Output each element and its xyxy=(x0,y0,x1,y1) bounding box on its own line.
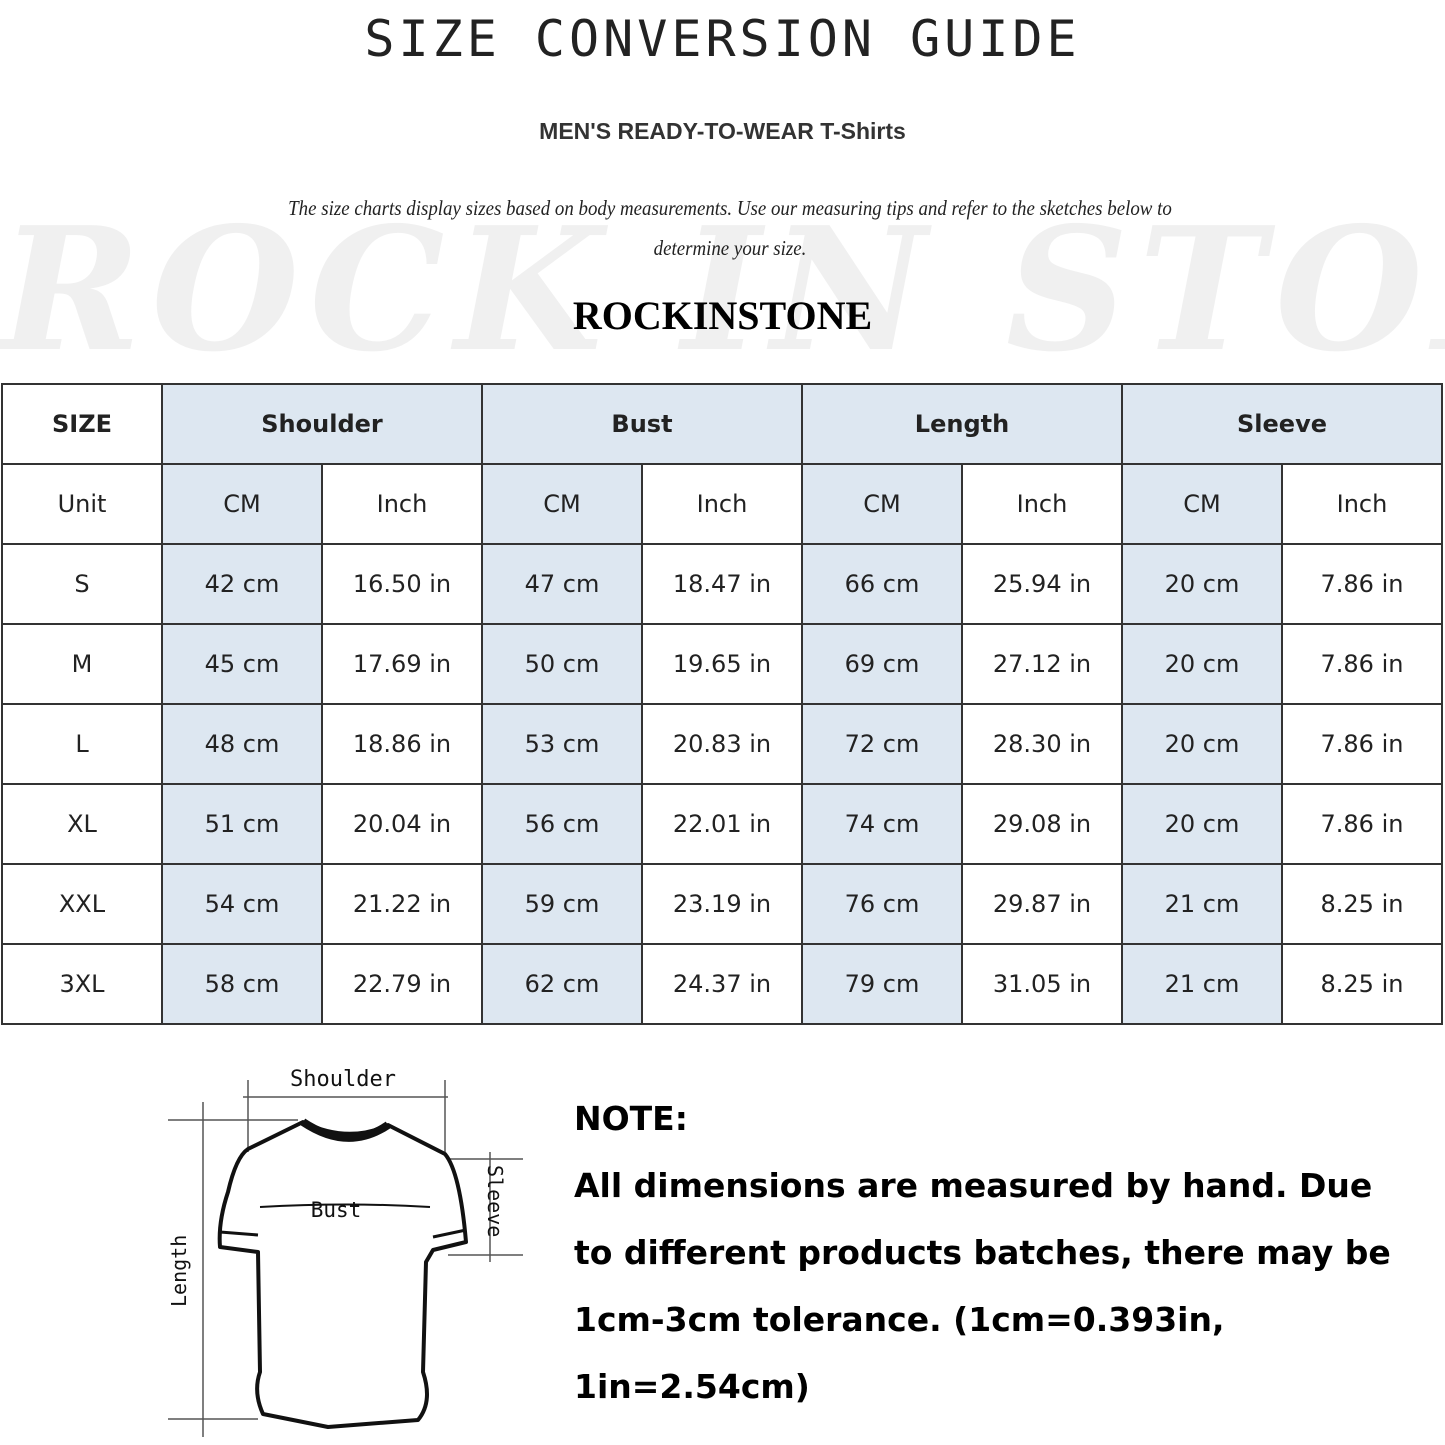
measurement-cell: 42 cm xyxy=(161,543,323,625)
measurement-cell: 25.94 in xyxy=(961,543,1123,625)
unit-cell: Inch xyxy=(321,463,483,545)
table-row: S 42 cm 16.50 in 47 cm 18.47 in 66 cm 25.94 in… xyxy=(1,543,1443,625)
tshirt-outline xyxy=(217,1118,468,1429)
measurement-cell: 47 cm xyxy=(481,543,643,625)
sketch-label-length: Length xyxy=(167,1235,191,1307)
header-cell: Sleeve xyxy=(1121,383,1443,465)
measurement-cell: 22.79 in xyxy=(321,943,483,1025)
measurement-cell: 21.22 in xyxy=(321,863,483,945)
table-row: XXL 54 cm 21.22 in 59 cm 23.19 in 76 cm 29.87 … xyxy=(1,863,1443,945)
measurement-cell: 53 cm xyxy=(481,703,643,785)
size-table: SIZE Shoulder Bust Length Sleeve Unit CM Inch CM… xyxy=(1,383,1443,1025)
measurement-cell: 8.25 in xyxy=(1281,943,1443,1025)
measurement-cell: 7.86 in xyxy=(1281,623,1443,705)
measurement-cell: 7.86 in xyxy=(1281,703,1443,785)
size-label-cell: M xyxy=(1,623,163,705)
measurement-cell: 21 cm xyxy=(1121,943,1283,1025)
measurement-cell: 20.83 in xyxy=(641,703,803,785)
unit-cell: CM xyxy=(161,463,323,545)
measurement-cell: 54 cm xyxy=(161,863,323,945)
measurement-cell: 51 cm xyxy=(161,783,323,865)
measurement-cell: 20 cm xyxy=(1121,623,1283,705)
measurement-cell: 20 cm xyxy=(1121,783,1283,865)
table-row: 3XL 58 cm 22.79 in 62 cm 24.37 in 79 cm 31.05 … xyxy=(1,943,1443,1025)
header-cell: SIZE xyxy=(1,383,163,465)
note-text: All dimensions are measured by hand. Due… xyxy=(574,1166,1391,1406)
unit-cell: Inch xyxy=(1281,463,1443,545)
header-cell: Shoulder xyxy=(161,383,483,465)
size-label-cell: XL xyxy=(1,783,163,865)
note-heading: NOTE: xyxy=(574,1099,688,1138)
measurement-cell: 62 cm xyxy=(481,943,643,1025)
measurement-cell: 69 cm xyxy=(801,623,963,705)
sketch-label-shoulder: Shoulder xyxy=(290,1067,396,1092)
measurement-cell: 7.86 in xyxy=(1281,543,1443,625)
measurement-cell: 76 cm xyxy=(801,863,963,945)
measurement-cell: 29.08 in xyxy=(961,783,1123,865)
tshirt-measurement-sketch: Shoulder Bust Sleeve Length xyxy=(167,1067,523,1437)
measurement-cell: 45 cm xyxy=(161,623,323,705)
measurement-cell: 20 cm xyxy=(1121,543,1283,625)
measurement-cell: 22.01 in xyxy=(641,783,803,865)
measurement-cell: 58 cm xyxy=(161,943,323,1025)
measurement-cell: 20 cm xyxy=(1121,703,1283,785)
table-row: L 48 cm 18.86 in 53 cm 20.83 in 72 cm 28.30 in… xyxy=(1,703,1443,785)
unit-cell: Inch xyxy=(641,463,803,545)
measurement-cell: 17.69 in xyxy=(321,623,483,705)
header-cell: Length xyxy=(801,383,1123,465)
measurement-cell: 23.19 in xyxy=(641,863,803,945)
note-block: NOTE: All dimensions are measured by han… xyxy=(574,1085,1394,1420)
size-label-cell: S xyxy=(1,543,163,625)
measurement-cell: 21 cm xyxy=(1121,863,1283,945)
watermark: ROCK IN STONE xyxy=(0,190,1445,390)
measurement-cell: 72 cm xyxy=(801,703,963,785)
brand-name: ROCKINSTONE xyxy=(572,293,873,338)
unit-cell: Unit xyxy=(1,463,163,545)
sketch-label-sleeve: Sleeve xyxy=(483,1165,507,1237)
header-cell: Bust xyxy=(481,383,803,465)
table-row: XL 51 cm 20.04 in 56 cm 22.01 in 74 cm 29.08 i… xyxy=(1,783,1443,865)
unit-cell: CM xyxy=(481,463,643,545)
measurement-cell: 31.05 in xyxy=(961,943,1123,1025)
measurement-cell: 29.87 in xyxy=(961,863,1123,945)
size-label-cell: L xyxy=(1,703,163,785)
page-title: SIZE CONVERSION GUIDE xyxy=(364,10,1081,68)
subtitle: MEN'S READY-TO-WEAR T-Shirts xyxy=(539,118,906,144)
measurement-cell: 24.37 in xyxy=(641,943,803,1025)
measurement-cell: 66 cm xyxy=(801,543,963,625)
measurement-cell: 28.30 in xyxy=(961,703,1123,785)
measurement-cell: 8.25 in xyxy=(1281,863,1443,945)
size-label-cell: XXL xyxy=(1,863,163,945)
unit-cell: Inch xyxy=(961,463,1123,545)
measurement-cell: 56 cm xyxy=(481,783,643,865)
unit-row: Unit CM Inch CM Inch CM Inch CM Inch xyxy=(1,463,1443,545)
unit-cell: CM xyxy=(801,463,963,545)
description: The size charts display sizes based on b… xyxy=(288,196,1172,260)
measurement-cell: 20.04 in xyxy=(321,783,483,865)
measurement-cell: 7.86 in xyxy=(1281,783,1443,865)
measurement-cell: 19.65 in xyxy=(641,623,803,705)
unit-cell: CM xyxy=(1121,463,1283,545)
measurement-cell: 48 cm xyxy=(161,703,323,785)
header-row: SIZE Shoulder Bust Length Sleeve xyxy=(1,383,1443,465)
size-label-cell: 3XL xyxy=(1,943,163,1025)
measurement-cell: 27.12 in xyxy=(961,623,1123,705)
measurement-cell: 74 cm xyxy=(801,783,963,865)
measurement-cell: 16.50 in xyxy=(321,543,483,625)
measurement-cell: 18.86 in xyxy=(321,703,483,785)
measurement-cell: 18.47 in xyxy=(641,543,803,625)
measurement-cell: 59 cm xyxy=(481,863,643,945)
sketch-label-bust: Bust xyxy=(311,1198,362,1222)
measurement-cell: 79 cm xyxy=(801,943,963,1025)
measurement-cell: 50 cm xyxy=(481,623,643,705)
table-row: M 45 cm 17.69 in 50 cm 19.65 in 69 cm 27.12 in… xyxy=(1,623,1443,705)
